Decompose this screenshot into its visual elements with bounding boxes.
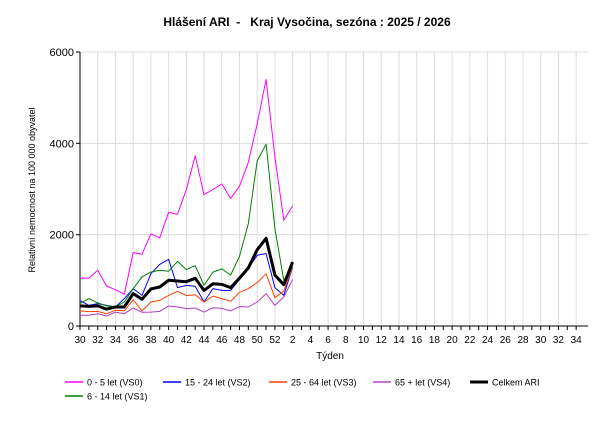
x-tick-label: 6 <box>325 335 331 346</box>
legend-label: Celkem ARI <box>492 378 540 388</box>
legend-label: 15 - 24 let (VS2) <box>185 378 251 388</box>
x-tick-label: 48 <box>234 335 246 346</box>
x-tick-label: 18 <box>429 335 441 346</box>
x-tick-label: 4 <box>308 335 314 346</box>
chart-title: Hlášení ARI - Kraj Vysočina, sezóna : 20… <box>163 15 451 29</box>
x-tick-label: 52 <box>269 335 281 346</box>
y-tick-label: 4000 <box>50 138 74 150</box>
x-tick-label: 16 <box>411 335 423 346</box>
x-tick-label: 40 <box>163 335 175 346</box>
x-tick-label: 42 <box>181 335 193 346</box>
x-tick-label: 34 <box>110 335 122 346</box>
x-tick-label: 20 <box>447 335 459 346</box>
x-tick-label: 30 <box>74 335 86 346</box>
x-tick-label: 22 <box>464 335 476 346</box>
grid <box>80 51 589 326</box>
legend-label: 0 - 5 let (VS0) <box>87 378 143 388</box>
x-tick-label: 50 <box>252 335 264 346</box>
x-tick-label: 24 <box>482 335 494 346</box>
series-line <box>79 266 294 315</box>
x-tick-label: 44 <box>198 335 210 346</box>
x-tick-label: 38 <box>145 335 157 346</box>
x-tick-label: 36 <box>128 335 140 346</box>
series-line <box>80 78 294 295</box>
legend-label: 25 - 64 let (VS3) <box>291 378 357 388</box>
series-line <box>79 236 294 311</box>
x-axis-label: Týden <box>316 351 344 362</box>
legend-label: 6 - 14 let (VS1) <box>87 392 148 402</box>
x-tick-label: 2 <box>290 335 296 346</box>
x-tick-label: 46 <box>216 335 228 346</box>
x-tick-label: 28 <box>517 335 529 346</box>
x-tick-label: 26 <box>500 335 512 346</box>
x-tick-label: 14 <box>393 335 405 346</box>
legend-label: 65 + let (VS4) <box>395 378 450 388</box>
x-tick-label: 32 <box>92 335 104 346</box>
y-tick-label: 0 <box>68 321 74 333</box>
series-lines <box>79 78 294 317</box>
x-tick-label: 32 <box>553 335 565 346</box>
y-tick-label: 2000 <box>50 230 74 242</box>
x-tick-label: 10 <box>358 335 370 346</box>
x-tick-label: 30 <box>535 335 547 346</box>
series-line <box>80 279 294 317</box>
y-tick-label: 6000 <box>50 47 74 59</box>
x-tick-label: 34 <box>571 335 583 346</box>
x-tick-label: 8 <box>343 335 349 346</box>
x-tick-label: 12 <box>376 335 388 346</box>
y-axis-label: Relativní nemocnost na 100 000 obyvatel <box>27 107 37 272</box>
legend: 0 - 5 let (VS0) 15 - 24 let (VS2) 25 - 64 … <box>65 378 540 402</box>
